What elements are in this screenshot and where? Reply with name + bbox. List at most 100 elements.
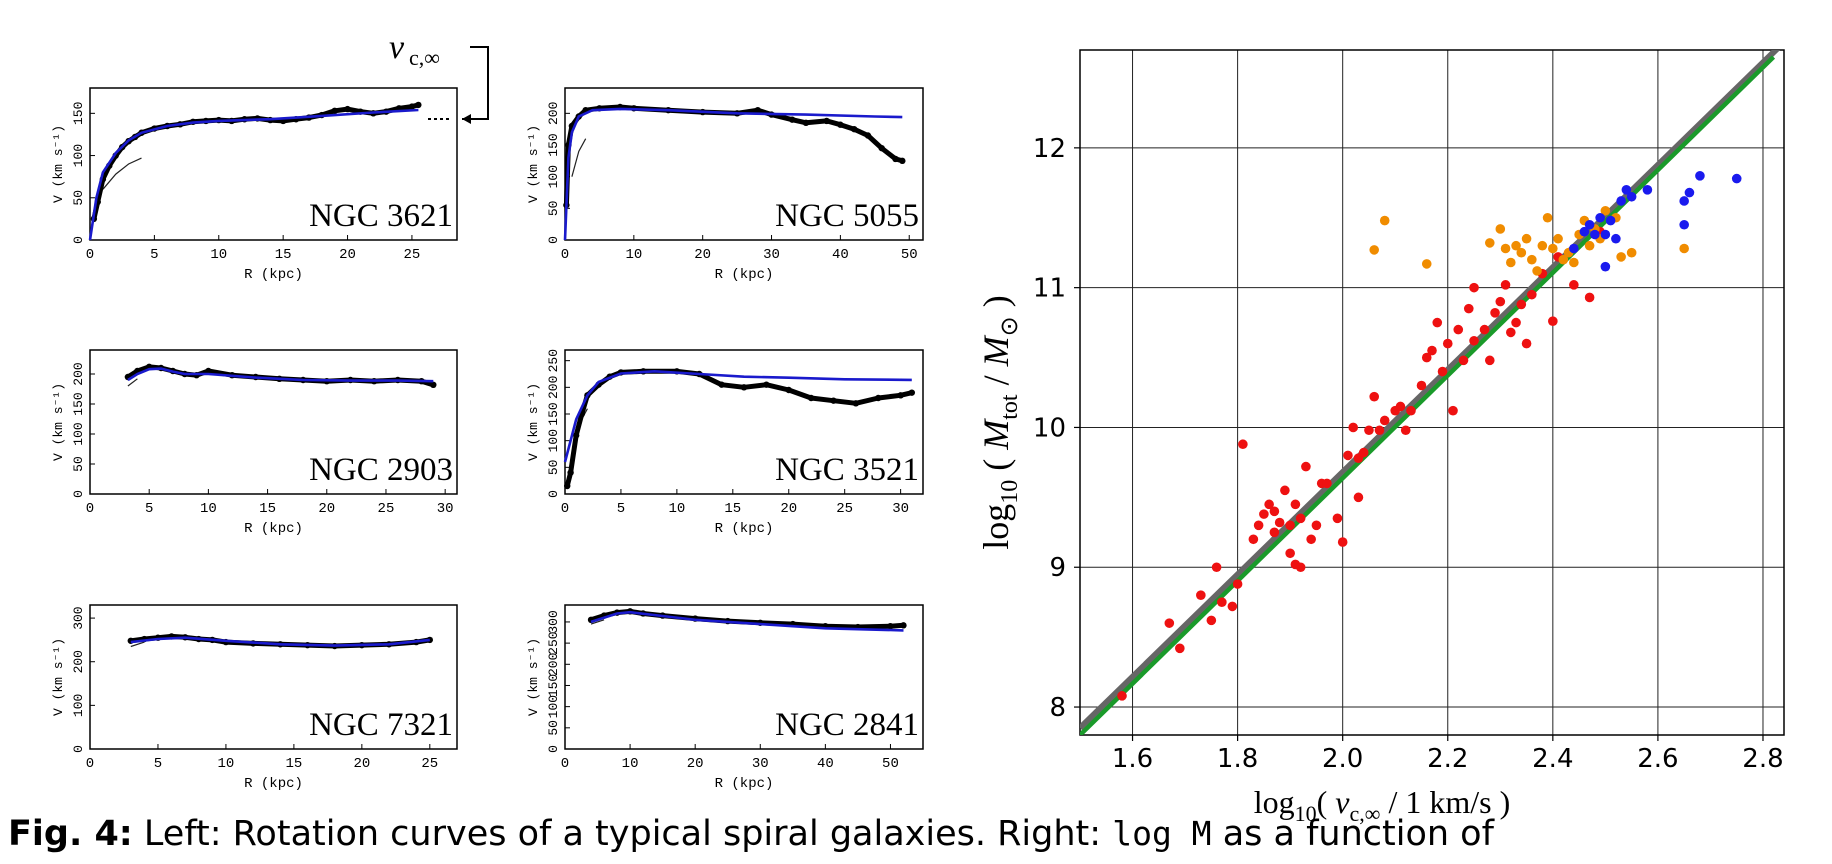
observed-point [878, 144, 885, 152]
data-point [1458, 355, 1469, 366]
x-axis-label: R (kpc) [244, 776, 303, 792]
y-tick-label: 200 [546, 653, 561, 676]
x-tick-label: 5 [154, 756, 162, 772]
y-tick-label: 9 [1049, 553, 1066, 583]
y-axis-label: log10 ( Mtot / M⊙ ) [976, 295, 1023, 549]
data-point [1432, 317, 1443, 328]
data-point [1406, 405, 1416, 416]
data-point [1516, 247, 1527, 258]
observed-point [763, 381, 770, 388]
panel-ngc-2903: 0 5 10 15 20 25 30 0 50 100 150 200 R (kpc) V (km s⁻¹… [51, 349, 458, 537]
data-point [1511, 317, 1521, 328]
y-tick-label: 150 [546, 402, 561, 425]
model-curve [130, 636, 430, 647]
data-point [1358, 447, 1369, 458]
data-point [1616, 196, 1626, 206]
y-axis-label: V (km s⁻¹) [526, 125, 541, 203]
figure-caption: Fig. 4: Left: Rotation curves of a typic… [8, 808, 1828, 864]
y-tick-label: 300 [71, 606, 86, 629]
data-point [1521, 233, 1532, 244]
gas-curve [571, 138, 587, 177]
observed-point [426, 636, 434, 644]
y-tick-label: 200 [546, 102, 561, 125]
model-curve [590, 610, 904, 632]
data-point [1295, 562, 1306, 573]
x-axis-label: R (kpc) [244, 267, 303, 283]
x-tick-label: 10 [218, 756, 235, 772]
y-tick-label: 200 [71, 362, 86, 385]
x-tick-label: 10 [210, 247, 227, 263]
x-tick-label: 20 [694, 247, 711, 263]
data-point [1616, 252, 1626, 262]
observed-point [740, 384, 748, 391]
y-tick-label: 150 [71, 102, 86, 125]
observed-point [830, 397, 837, 404]
data-point [1626, 247, 1637, 258]
x-tick-label: 10 [668, 501, 685, 517]
data-point [1548, 316, 1558, 327]
x-tick-label: 0 [561, 247, 569, 263]
x-tick-label: 40 [832, 247, 849, 263]
observed-curve [563, 104, 903, 206]
x-tick-label: 20 [353, 756, 370, 772]
data-point [1322, 478, 1332, 489]
data-point [1595, 212, 1605, 223]
data-point [1569, 257, 1579, 268]
data-point [1306, 534, 1316, 545]
observed-point [788, 116, 796, 123]
observed-point [864, 132, 872, 139]
y-tick-label: 0 [71, 490, 86, 498]
data-point [1274, 517, 1285, 528]
data-point [1295, 513, 1306, 524]
x-tick-label: 30 [763, 247, 780, 263]
y-axis-label: V (km s⁻¹) [526, 383, 541, 461]
observed-point [344, 105, 351, 113]
data-point [1600, 205, 1611, 216]
x-axis-label: R (kpc) [244, 521, 303, 537]
model-curve [127, 367, 434, 383]
data-point [1400, 425, 1411, 436]
observed-point [754, 106, 761, 114]
data-point [1311, 520, 1322, 531]
caption-text-1: Left: Rotation curves of a typical spira… [132, 814, 1113, 854]
panel-frame [89, 87, 458, 241]
gas-curve [127, 378, 138, 387]
data-point [1626, 191, 1637, 202]
y-axis-label: V (km s⁻¹) [51, 125, 66, 203]
y-tick-label: 0 [546, 745, 561, 753]
x-tick-label: 20 [318, 501, 335, 517]
data-point [1511, 240, 1521, 251]
x-tick-label: 50 [882, 756, 899, 772]
y-tick-label: 150 [546, 133, 561, 156]
plot-area [1080, 50, 1781, 735]
data-point [1500, 243, 1511, 254]
model-curve [88, 108, 419, 241]
data-point [1495, 224, 1506, 234]
panel-ngc-5055: 0 10 20 30 40 50 0 50 100 150 200 R (kpc) V (km s⁻¹)… [526, 87, 924, 283]
vc-label-sub: c,∞ [409, 45, 440, 70]
data-point [1353, 492, 1364, 503]
x-tick-label: 5 [150, 247, 158, 263]
data-point [1642, 184, 1653, 195]
data-point [1679, 243, 1689, 254]
data-point [1527, 254, 1537, 265]
data-point [1369, 391, 1380, 402]
data-point [1558, 254, 1569, 265]
galaxy-name-label: NGC 2841 [775, 707, 919, 743]
caption-mono-log: log [1112, 814, 1172, 853]
x-tick-label: 20 [780, 501, 797, 517]
x-tick-label: 0 [86, 501, 94, 517]
data-point [1679, 196, 1689, 206]
x-tick-label: 1.8 [1217, 744, 1258, 774]
y-tick-label: 50 [71, 190, 86, 206]
observed-point [718, 381, 725, 388]
x-tick-label: 2.6 [1637, 744, 1678, 774]
data-point [1437, 366, 1448, 377]
observed-point [897, 392, 904, 399]
data-point [1259, 509, 1269, 519]
data-point [1495, 296, 1506, 307]
data-point [1527, 289, 1537, 300]
data-point [1506, 257, 1516, 268]
